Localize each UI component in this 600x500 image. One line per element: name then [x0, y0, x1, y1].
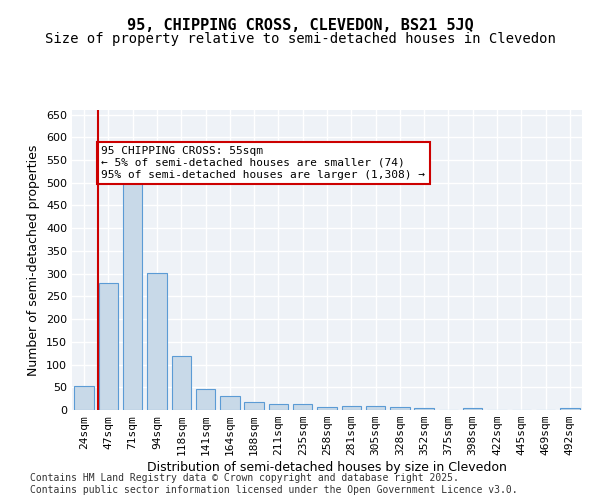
- Bar: [341, 406, 361, 410]
- Bar: [196, 388, 215, 410]
- Bar: [123, 176, 142, 410]
- Bar: [366, 406, 385, 410]
- Bar: [147, 272, 167, 410]
- Bar: [220, 396, 239, 410]
- Bar: [172, 356, 191, 410]
- X-axis label: Distribution of semi-detached houses by size in Clevedon: Distribution of semi-detached houses by …: [147, 461, 507, 474]
- Bar: [74, 386, 94, 410]
- Bar: [293, 404, 313, 410]
- Bar: [415, 408, 434, 410]
- Text: Size of property relative to semi-detached houses in Clevedon: Size of property relative to semi-detach…: [44, 32, 556, 46]
- Bar: [560, 408, 580, 410]
- Bar: [463, 408, 482, 410]
- Bar: [244, 402, 264, 410]
- Bar: [390, 408, 410, 410]
- Bar: [269, 404, 288, 410]
- Bar: [317, 407, 337, 410]
- Bar: [99, 282, 118, 410]
- Text: 95 CHIPPING CROSS: 55sqm
← 5% of semi-detached houses are smaller (74)
95% of se: 95 CHIPPING CROSS: 55sqm ← 5% of semi-de…: [101, 146, 425, 180]
- Text: 95, CHIPPING CROSS, CLEVEDON, BS21 5JQ: 95, CHIPPING CROSS, CLEVEDON, BS21 5JQ: [127, 18, 473, 32]
- Text: Contains HM Land Registry data © Crown copyright and database right 2025.
Contai: Contains HM Land Registry data © Crown c…: [30, 474, 518, 495]
- Y-axis label: Number of semi-detached properties: Number of semi-detached properties: [28, 144, 40, 376]
